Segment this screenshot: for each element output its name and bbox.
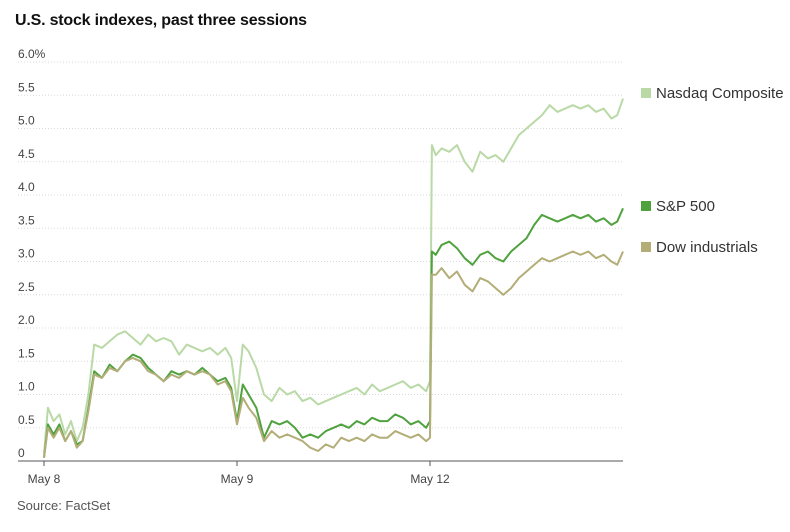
legend: Nasdaq Composite S&P 500 Dow industrials xyxy=(641,85,784,256)
x-tick-label: May 12 xyxy=(410,472,450,486)
y-tick-label: 5.0 xyxy=(18,114,35,128)
x-axis: May 8 May 9 May 12 xyxy=(18,460,623,486)
gridlines xyxy=(18,61,623,429)
series-line-sp500 xyxy=(43,207,624,458)
legend-label-nasdaq: Nasdaq Composite xyxy=(656,85,784,102)
x-tick-label: May 8 xyxy=(28,472,61,486)
y-tick-label: 6.0% xyxy=(18,47,46,61)
legend-label-sp500: S&P 500 xyxy=(656,198,715,215)
y-tick-label: 3.0 xyxy=(18,247,35,261)
x-tick-label: May 9 xyxy=(221,472,254,486)
chart-title: U.S. stock indexes, past three sessions xyxy=(15,12,307,29)
y-tick-label: 2.0 xyxy=(18,313,35,327)
legend-swatch-dow xyxy=(641,242,651,252)
y-tick-label: 4.5 xyxy=(18,147,35,161)
y-axis-tick-labels: 0 0.5 1.0 1.5 2.0 2.5 3.0 3.5 4.0 4.5 5.0 5.5 6.0% xyxy=(18,47,46,460)
legend-swatch-nasdaq xyxy=(641,88,651,98)
y-tick-label: 0 xyxy=(18,446,25,460)
y-tick-label: 4.0 xyxy=(18,180,35,194)
series-line-dow xyxy=(43,250,624,458)
y-tick-label: 0.5 xyxy=(18,413,35,427)
legend-label-dow: Dow industrials xyxy=(656,239,758,256)
series-lines xyxy=(43,98,624,458)
legend-swatch-sp500 xyxy=(641,201,651,211)
series-line-nasdaq xyxy=(43,98,624,455)
y-tick-label: 5.5 xyxy=(18,80,35,94)
y-tick-label: 1.5 xyxy=(18,346,35,360)
y-tick-label: 1.0 xyxy=(18,380,35,394)
source-note: Source: FactSet xyxy=(17,498,111,513)
y-tick-label: 3.5 xyxy=(18,213,35,227)
y-tick-label: 2.5 xyxy=(18,280,35,294)
